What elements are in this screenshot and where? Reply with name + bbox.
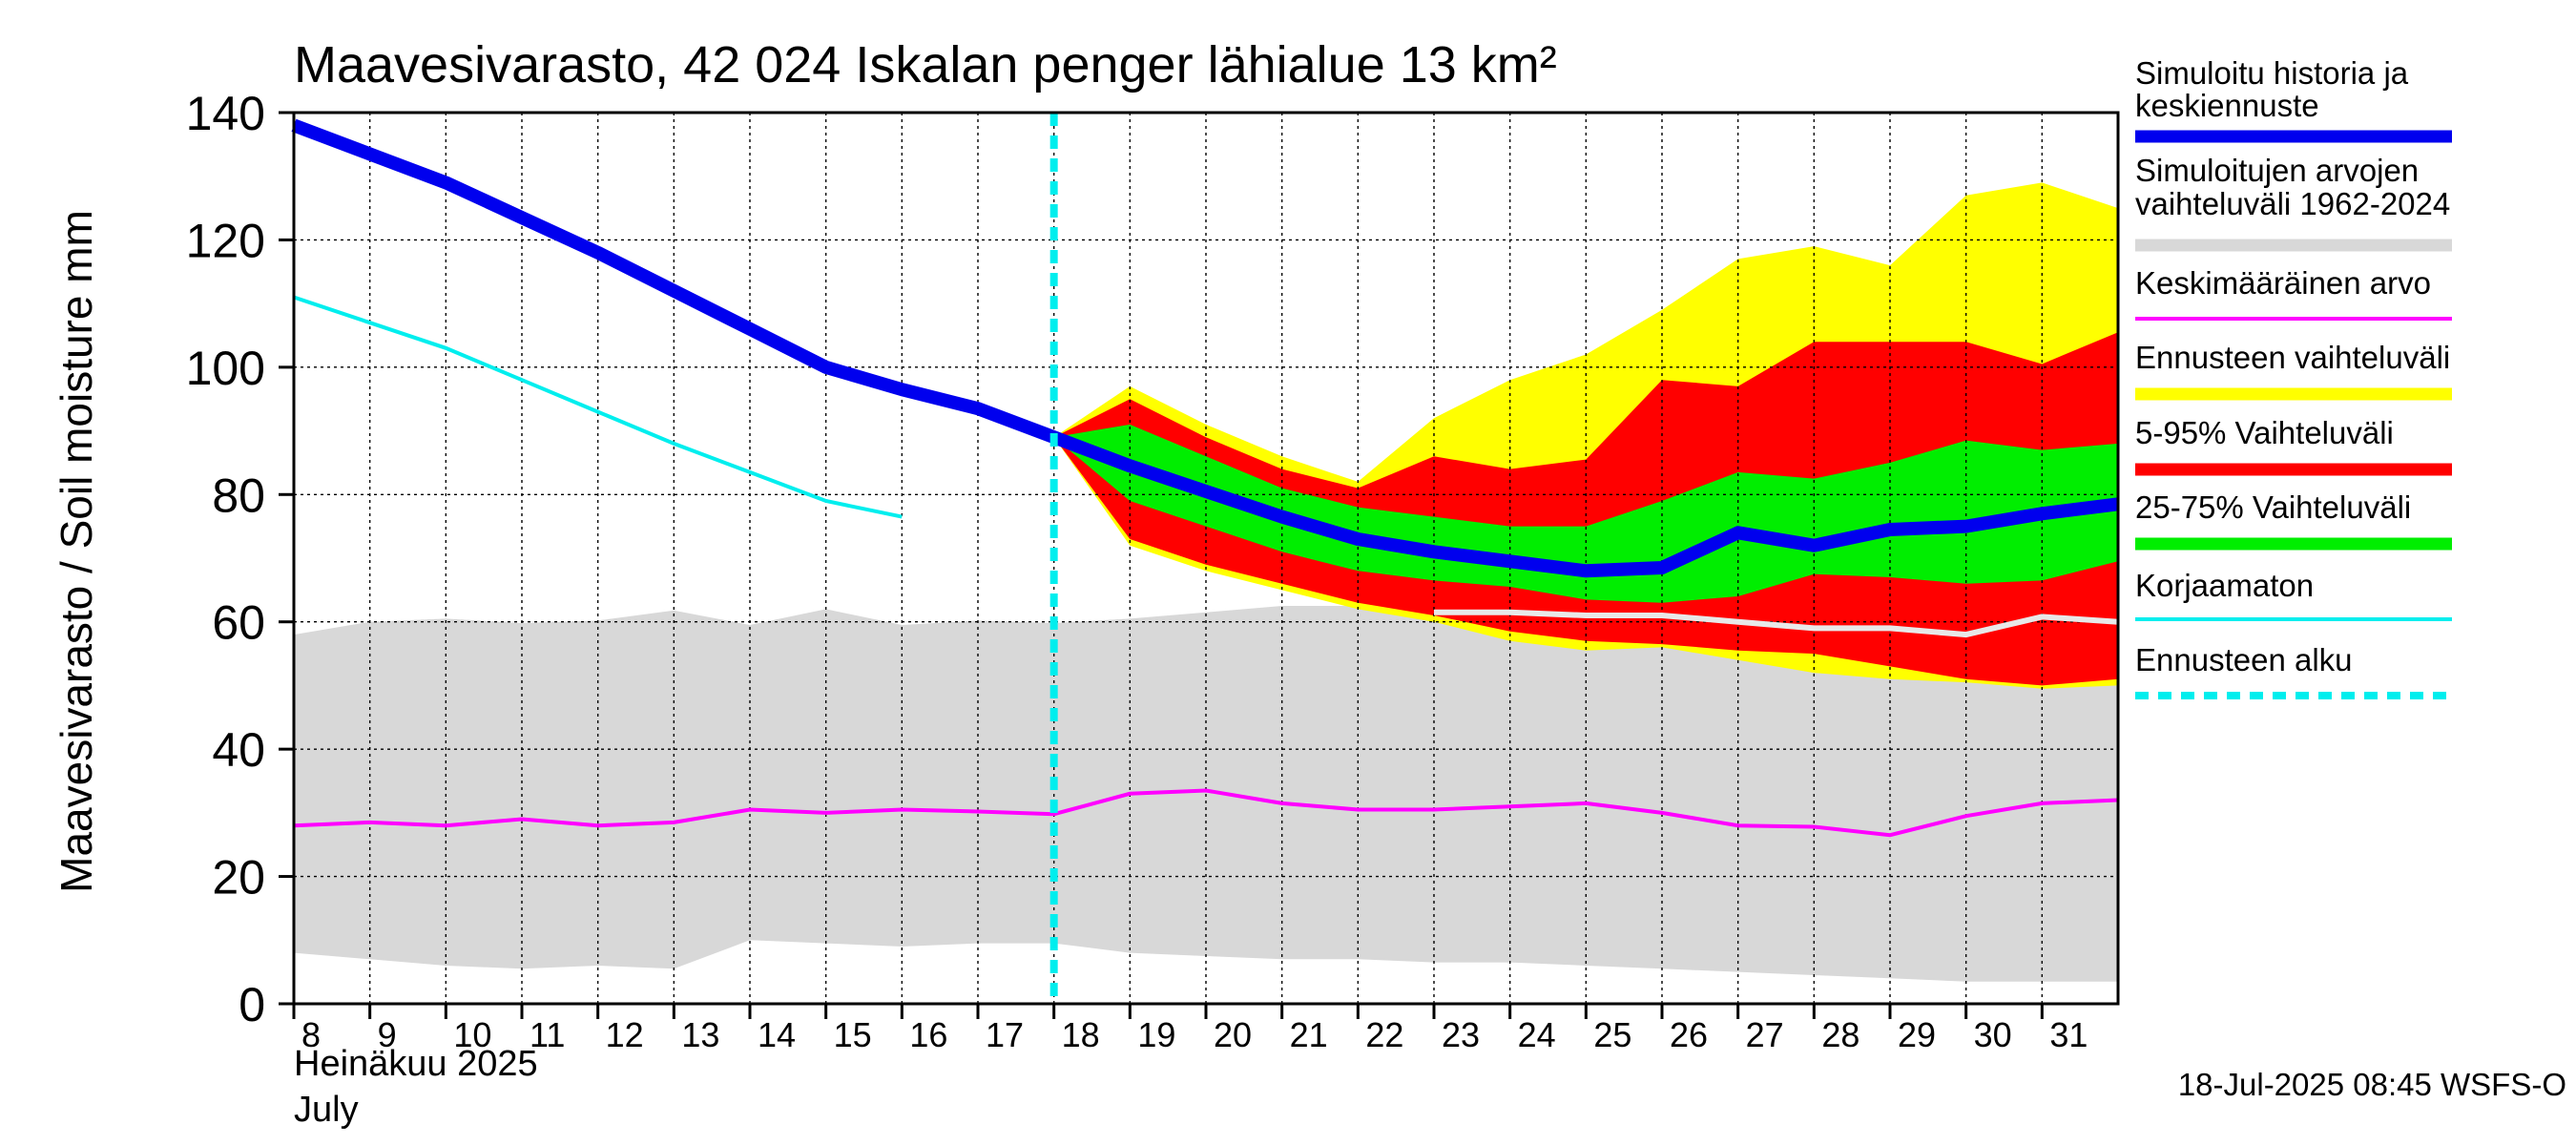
x-tick-label: 25: [1593, 1015, 1631, 1054]
x-tick-label: 29: [1898, 1015, 1936, 1054]
x-tick-label: 28: [1821, 1015, 1859, 1054]
y-tick-label: 20: [212, 851, 265, 905]
y-axis-label: Maavesivarasto / Soil moisture mm: [52, 210, 101, 893]
axes-layer: [279, 111, 2120, 1019]
ytick-labels: 0 20 40 60 80 100 120 140: [186, 87, 265, 1031]
legend-label: Korjaamaton: [2135, 568, 2314, 603]
y-tick-label: 60: [212, 596, 265, 650]
y-tick-label: 140: [186, 87, 265, 140]
legend-label-line: vaihteluväli 1962-2024: [2135, 186, 2450, 221]
x-tick-label: 31: [2049, 1015, 2088, 1054]
y-tick-label: 40: [212, 723, 265, 777]
p25-75-layer: [1053, 424, 2118, 603]
x-tick-label: 20: [1214, 1015, 1252, 1054]
x-tick-label: 26: [1670, 1015, 1708, 1054]
legend-label: Ennusteen alku: [2135, 642, 2353, 677]
x-tick-label: 10: [453, 1015, 491, 1054]
p25-75-band: [1053, 424, 2118, 603]
legend-label-line: keskiennuste: [2135, 88, 2319, 123]
x-tick-label: 11: [530, 1015, 565, 1054]
mean-line: [293, 788, 2119, 838]
legend-label: 25-75% Vaihteluväli: [2135, 489, 2411, 525]
x-tick-label: 8: [301, 1015, 321, 1054]
legend-label: Ennusteen vaihteluväli: [2135, 340, 2450, 375]
xtick-labels: 8 9 10 11 12 13 14 15 16 17 18 19 20 21 22 23 24 25 26 27 28…: [301, 1015, 2088, 1054]
legend-label: Keskimääräinen arvo: [2135, 265, 2431, 301]
x-tick-label: 12: [606, 1015, 644, 1054]
x-tick-label: 24: [1518, 1015, 1556, 1054]
legend-label-line: Simuloitu historia ja: [2135, 55, 2409, 91]
y-tick-label: 80: [212, 468, 265, 522]
x-axis-month-label: Heinäkuu 2025: [294, 1044, 538, 1084]
x-tick-label: 30: [1974, 1015, 2012, 1054]
x-tick-label: 23: [1442, 1015, 1480, 1054]
y-tick-label: 0: [239, 978, 265, 1031]
x-tick-label: 13: [681, 1015, 719, 1054]
history-median-line: [1434, 609, 2119, 638]
x-axis-month-label-en: July: [294, 1090, 359, 1130]
x-tick-label: 17: [986, 1015, 1024, 1054]
x-tick-label: 22: [1365, 1015, 1403, 1054]
x-tick-label: 27: [1746, 1015, 1784, 1054]
legend-label: 5-95% Vaihteluväli: [2135, 415, 2394, 450]
main-simulation-line: [291, 118, 2119, 578]
x-tick-label: 9: [378, 1015, 397, 1054]
lines-layer: [291, 113, 2119, 1004]
x-tick-label: 14: [758, 1015, 796, 1054]
footer-timestamp: 18-Jul-2025 08:45 WSFS-O: [2178, 1067, 2566, 1102]
uncorrected-line: [293, 295, 903, 519]
legend-label-line: Simuloitujen arvojen: [2135, 153, 2419, 188]
x-tick-label: 21: [1290, 1015, 1328, 1054]
x-tick-label: 19: [1137, 1015, 1175, 1054]
x-tick-label: 16: [909, 1015, 947, 1054]
x-tick-label: 18: [1062, 1015, 1100, 1054]
y-tick-label: 100: [186, 342, 265, 395]
y-tick-label: 120: [186, 214, 265, 267]
chart-title: Maavesivarasto, 42 024 Iskalan penger lä…: [294, 36, 1557, 94]
x-tick-label: 15: [834, 1015, 872, 1054]
